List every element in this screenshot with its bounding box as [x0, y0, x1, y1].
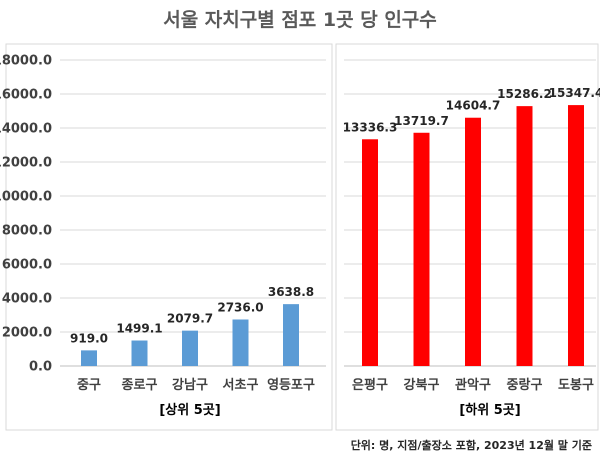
bar	[465, 117, 481, 367]
bar	[131, 340, 148, 366]
y-tick-label: 16000.0	[0, 88, 52, 103]
y-tick-label: 8000.0	[2, 224, 52, 239]
data-label: 3638.8	[268, 285, 314, 299]
category-label: 강남구	[172, 377, 208, 393]
y-tick-label: 10000.0	[0, 190, 52, 205]
data-label: 13336.3	[343, 120, 398, 134]
y-tick-label: 14000.0	[0, 122, 52, 137]
data-label: 2736.0	[217, 300, 263, 314]
category-label: 서초구	[223, 378, 259, 393]
category-label: 중랑구	[507, 378, 543, 393]
bar	[232, 319, 249, 366]
panel-border	[5, 43, 333, 431]
chart-title: 서울 자치구별 점포 1곳 당 인구수	[163, 9, 437, 31]
data-label: 15286.2	[497, 87, 552, 101]
bar	[81, 350, 97, 366]
y-tick-label: 4000.0	[2, 292, 52, 307]
y-tick-label: 0.0	[29, 360, 52, 375]
data-label: 919.0	[70, 331, 108, 345]
bar	[568, 105, 584, 366]
bar	[362, 139, 378, 366]
y-tick-label: 18000.0	[0, 54, 52, 69]
category-label: 은평구	[352, 377, 388, 393]
y-tick-label: 12000.0	[0, 156, 52, 171]
top5-panel: 0.0 2000.0 4000.0 6000.0 8000.0 10000.0 12000.…	[0, 43, 333, 431]
panel-border	[335, 43, 599, 431]
data-label: 14604.7	[446, 99, 501, 113]
bar	[413, 132, 430, 366]
panel-label: [상위 5곳]	[159, 403, 220, 418]
category-label: 도봉구	[558, 378, 594, 393]
category-label: 강북구	[404, 377, 440, 393]
footnote: 단위: 명, 지점/출장소 포함, 2023년 12월 말 기준	[351, 438, 592, 452]
data-label: 15347.4	[549, 86, 600, 100]
bar	[283, 304, 299, 366]
bottom5-panel: 13336.3 은평구 13719.7 강북구 14604.7 관악구 15286.2 중랑구…	[335, 43, 600, 431]
category-label: 영등포구	[267, 378, 315, 393]
y-tick-label: 2000.0	[2, 326, 52, 341]
data-label: 1499.1	[116, 322, 162, 336]
category-label: 종로구	[122, 378, 158, 393]
category-label: 관악구	[455, 377, 491, 393]
bar	[182, 330, 198, 366]
bar	[516, 106, 533, 367]
panel-label: [하위 5곳]	[459, 402, 520, 418]
data-label: 13719.7	[394, 114, 449, 128]
y-tick-label: 6000.0	[2, 258, 52, 273]
data-label: 2079.7	[167, 312, 213, 326]
category-label: 중구	[77, 378, 101, 393]
